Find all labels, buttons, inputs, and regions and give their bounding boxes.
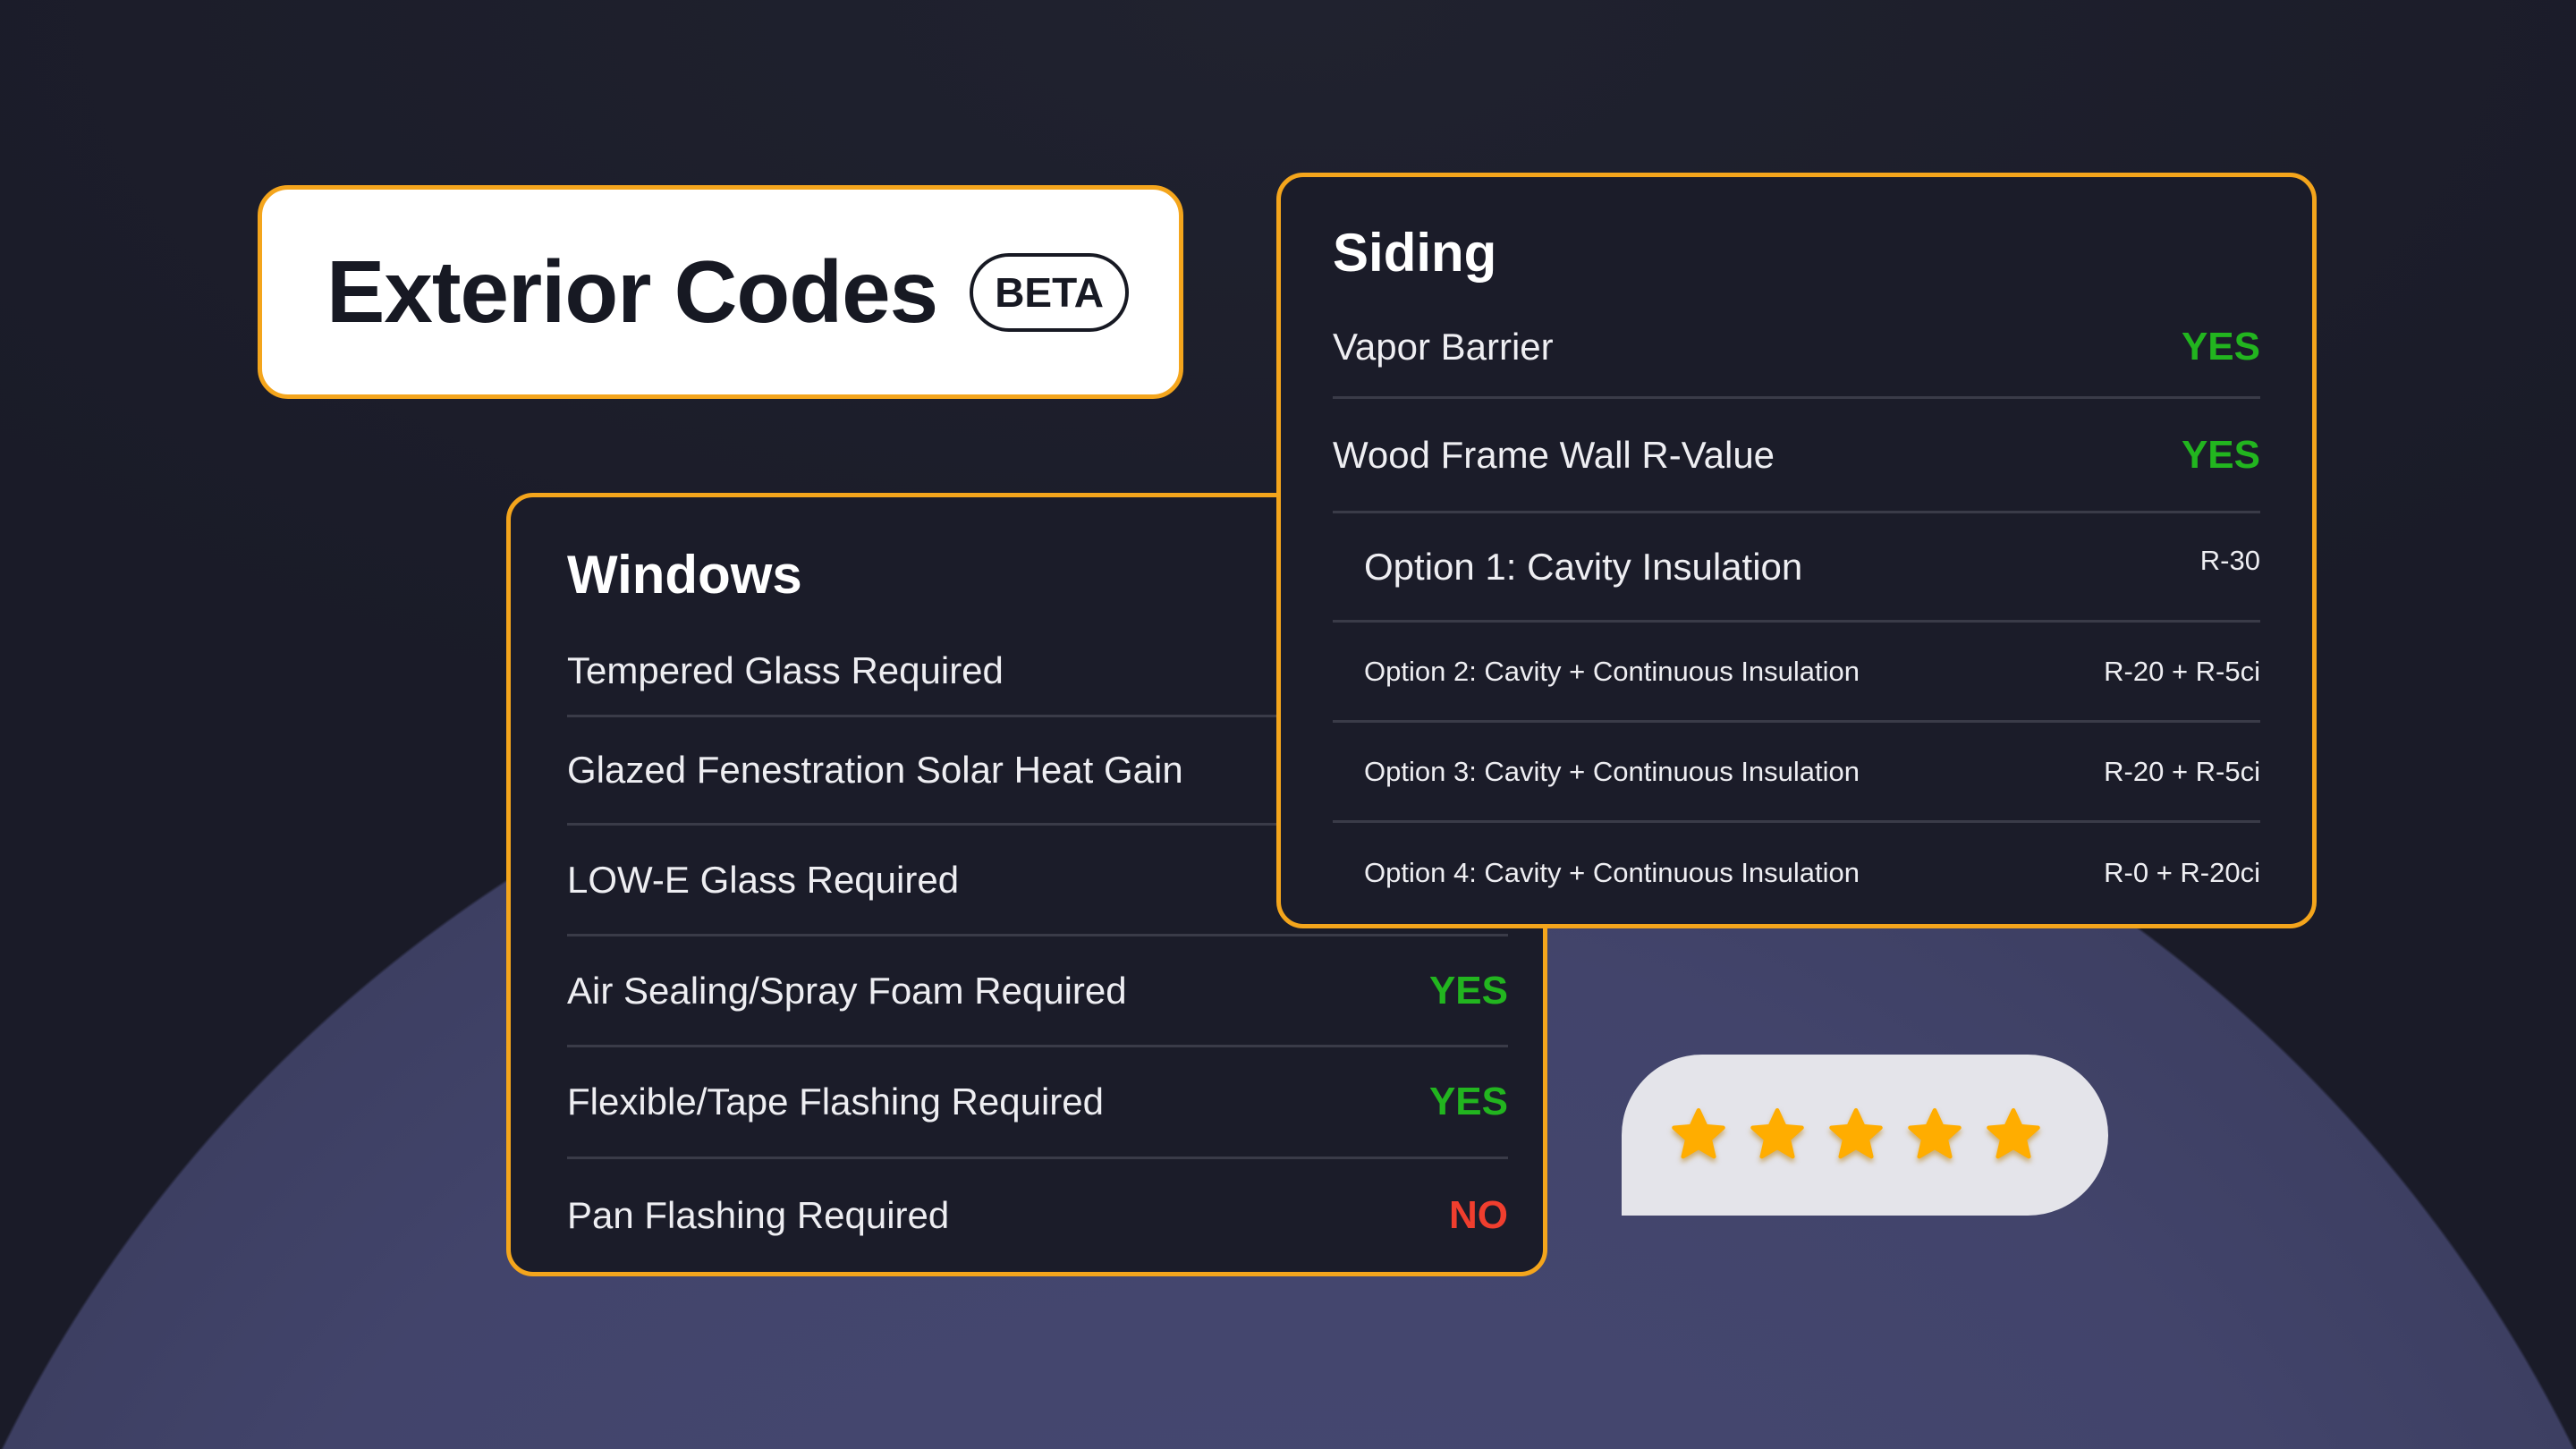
row-label: Option 3: Cavity + Continuous Insulation xyxy=(1364,755,1860,787)
siding-row: Option 4: Cavity + Continuous Insulation… xyxy=(1333,823,2260,923)
windows-row: Glazed Fenestration Solar Heat Gain xyxy=(567,717,1508,826)
star-icon xyxy=(1672,1107,1725,1159)
siding-row: Option 1: Cavity Insulation R-30 xyxy=(1333,513,2260,623)
siding-row: Vapor Barrier YES xyxy=(1333,298,2260,399)
siding-row: Option 3: Cavity + Continuous Insulation… xyxy=(1333,723,2260,823)
row-value: NO xyxy=(1449,1192,1508,1237)
siding-title: Siding xyxy=(1333,223,1497,283)
siding-row: Option 2: Cavity + Continuous Insulation… xyxy=(1333,623,2260,723)
row-label: Flexible/Tape Flashing Required xyxy=(567,1080,1104,1123)
windows-row: LOW-E Glass Required xyxy=(567,826,1508,936)
row-label: Vapor Barrier xyxy=(1333,326,1554,368)
star-icon xyxy=(1987,1107,2040,1159)
star-rating xyxy=(1622,1055,2108,1216)
row-label: Option 2: Cavity + Continuous Insulation xyxy=(1364,655,1860,687)
row-value: YES xyxy=(1428,968,1508,1013)
row-label: Option 1: Cavity Insulation xyxy=(1364,545,1803,588)
star-icon xyxy=(1908,1107,1962,1159)
siding-card: Siding Vapor Barrier YES Wood Frame Wall … xyxy=(1276,173,2317,928)
row-value: R-20 + R-5ci xyxy=(2104,755,2260,787)
row-label: Option 4: Cavity + Continuous Insulation xyxy=(1364,857,1860,888)
row-label: Tempered Glass Required xyxy=(567,649,1004,691)
page-title: Exterior Codes xyxy=(326,242,938,341)
row-label: LOW-E Glass Required xyxy=(567,858,960,901)
row-label: Glazed Fenestration Solar Heat Gain xyxy=(567,749,1183,791)
row-value: YES xyxy=(1428,1080,1508,1123)
siding-row: Wood Frame Wall R-Value YES xyxy=(1333,399,2260,513)
row-label: Wood Frame Wall R-Value xyxy=(1333,433,1775,476)
row-value: R-30 xyxy=(2199,544,2260,576)
row-value: YES xyxy=(2181,432,2260,477)
windows-row: Flexible/Tape Flashing Required YES xyxy=(567,1047,1508,1159)
title-card: Exterior Codes BETA xyxy=(258,185,1183,399)
row-value: R-20 + R-5ci xyxy=(2104,655,2260,687)
windows-title: Windows xyxy=(567,545,802,605)
row-value: YES xyxy=(2181,325,2260,369)
windows-row: Tempered Glass Required xyxy=(567,627,1508,717)
row-value: R-0 + R-20ci xyxy=(2104,857,2260,888)
row-label: Air Sealing/Spray Foam Required xyxy=(567,969,1127,1012)
windows-row: Air Sealing/Spray Foam Required YES xyxy=(567,936,1508,1047)
row-label: Pan Flashing Required xyxy=(567,1193,950,1236)
star-icon xyxy=(1750,1107,1804,1159)
star-icon xyxy=(1829,1107,1883,1159)
beta-badge: BETA xyxy=(970,252,1130,332)
windows-row: Pan Flashing Required NO xyxy=(567,1159,1508,1271)
